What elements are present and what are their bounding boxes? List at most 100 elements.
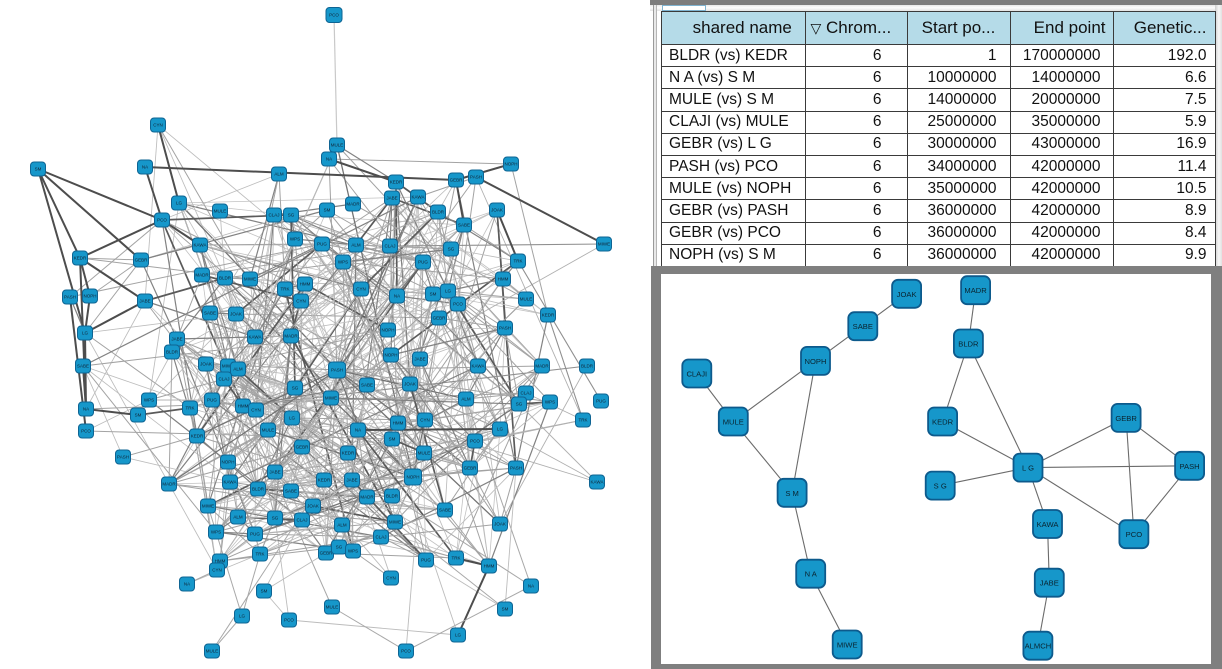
svg-text:TRK: TRK [186, 406, 195, 411]
svg-text:LG: LG [82, 331, 89, 336]
svg-text:NA: NA [142, 165, 148, 170]
svg-text:PCO: PCO [453, 302, 463, 307]
svg-text:SABE: SABE [853, 322, 873, 331]
svg-text:SABE: SABE [77, 364, 89, 369]
svg-text:PCO: PCO [284, 618, 294, 623]
svg-text:CYN: CYN [296, 299, 306, 304]
svg-text:SG: SG [292, 386, 299, 391]
svg-text:KEDR: KEDR [342, 451, 355, 456]
svg-text:PCO: PCO [401, 649, 411, 654]
svg-text:PASH: PASH [470, 175, 482, 180]
svg-text:NA: NA [83, 407, 89, 412]
svg-text:NA: NA [394, 294, 400, 299]
svg-text:CYN: CYN [153, 123, 163, 128]
svg-text:HMM: HMM [393, 421, 404, 426]
svg-text:KEDR: KEDR [74, 256, 87, 261]
svg-text:ALM: ALM [337, 523, 347, 528]
svg-text:JABE: JABE [269, 470, 280, 475]
svg-text:JOAK: JOAK [307, 504, 319, 509]
svg-text:LG: LG [176, 201, 183, 206]
svg-text:MULE: MULE [262, 428, 275, 433]
svg-text:SM: SM [261, 589, 268, 594]
svg-text:MIWE: MIWE [325, 396, 337, 401]
svg-text:JOAK: JOAK [897, 290, 917, 299]
svg-text:NOPH: NOPH [83, 294, 96, 299]
svg-text:BLDR: BLDR [432, 210, 445, 215]
svg-text:KAWA: KAWA [472, 364, 485, 369]
svg-text:CLAJ: CLAJ [384, 244, 395, 249]
svg-text:CYN: CYN [212, 568, 222, 573]
svg-text:GEBR: GEBR [296, 445, 310, 450]
svg-text:JABE: JABE [414, 357, 425, 362]
svg-text:MULE: MULE [418, 451, 431, 456]
svg-text:CLAJ: CLAJ [268, 213, 279, 218]
svg-text:KAWA: KAWA [194, 243, 207, 248]
svg-text:JABE: JABE [386, 196, 397, 201]
svg-text:CLAJ: CLAJ [296, 518, 307, 523]
svg-text:GEBR: GEBR [320, 551, 334, 556]
svg-text:TRK: TRK [579, 418, 588, 423]
svg-text:BLDR: BLDR [219, 276, 232, 281]
svg-text:KEDR: KEDR [932, 418, 954, 427]
svg-text:CLAJ: CLAJ [520, 391, 531, 396]
svg-text:BLDR: BLDR [958, 340, 979, 349]
svg-text:MULE: MULE [326, 605, 339, 610]
svg-text:KEDR: KEDR [390, 180, 403, 185]
svg-text:WPS: WPS [290, 237, 300, 242]
svg-text:MULE: MULE [723, 418, 744, 427]
svg-text:BLDR: BLDR [166, 350, 179, 355]
svg-text:PASH: PASH [64, 295, 76, 300]
svg-text:JOAK: JOAK [230, 312, 242, 317]
svg-text:JOAK: JOAK [494, 522, 506, 527]
svg-text:ALM: ALM [233, 515, 243, 520]
svg-text:HMM: HMM [484, 564, 495, 569]
svg-text:LG: LG [455, 633, 462, 638]
svg-text:MULE: MULE [331, 143, 344, 148]
svg-text:GEBR: GEBR [1115, 414, 1137, 423]
svg-text:CYN: CYN [251, 408, 261, 413]
svg-text:GEBR: GEBR [135, 258, 149, 263]
svg-text:MADR: MADR [284, 334, 298, 339]
svg-text:SABE: SABE [361, 383, 373, 388]
svg-text:SG: SG [336, 545, 343, 550]
svg-text:SM: SM [35, 167, 42, 172]
svg-text:MADR: MADR [964, 286, 987, 295]
svg-text:NA: NA [326, 157, 332, 162]
svg-text:SG: SG [288, 213, 295, 218]
svg-text:CLAJI: CLAJI [686, 370, 707, 379]
svg-text:PCO: PCO [329, 13, 339, 18]
svg-text:PUG: PUG [317, 242, 327, 247]
svg-text:PASH: PASH [510, 466, 522, 471]
svg-text:KAWA: KAWA [591, 480, 604, 485]
svg-text:MIWE: MIWE [202, 504, 214, 509]
svg-text:SG: SG [516, 402, 523, 407]
svg-text:MADR: MADR [360, 495, 374, 500]
svg-text:S G: S G [934, 482, 947, 491]
svg-text:WPS: WPS [211, 530, 221, 535]
svg-text:BLDR: BLDR [581, 364, 594, 369]
svg-text:CYN: CYN [420, 418, 430, 423]
svg-text:LG: LG [497, 427, 504, 432]
svg-text:NOPH: NOPH [221, 460, 234, 465]
svg-text:PCO: PCO [470, 439, 480, 444]
svg-text:JABE: JABE [346, 478, 357, 483]
svg-text:NOPH: NOPH [381, 328, 394, 333]
svg-text:MADR: MADR [535, 364, 549, 369]
svg-text:N A: N A [805, 570, 818, 579]
svg-text:SG: SG [448, 247, 455, 252]
svg-text:KAWA: KAWA [412, 195, 425, 200]
svg-text:MIWE: MIWE [837, 641, 858, 650]
svg-text:KAWA: KAWA [1037, 520, 1060, 529]
svg-text:CLAJ: CLAJ [218, 377, 229, 382]
svg-text:GEBR: GEBR [464, 466, 478, 471]
svg-text:LG: LG [445, 289, 452, 294]
svg-text:MADR: MADR [195, 273, 209, 278]
svg-text:ALM: ALM [274, 172, 284, 177]
svg-text:MADR: MADR [162, 482, 176, 487]
svg-text:SABE: SABE [285, 489, 297, 494]
svg-text:MULE: MULE [520, 297, 533, 302]
svg-text:PUG: PUG [596, 399, 606, 404]
svg-text:HMM: HMM [215, 559, 226, 564]
svg-text:KAWA: KAWA [224, 480, 237, 485]
svg-text:ALMCH: ALMCH [1025, 642, 1052, 651]
